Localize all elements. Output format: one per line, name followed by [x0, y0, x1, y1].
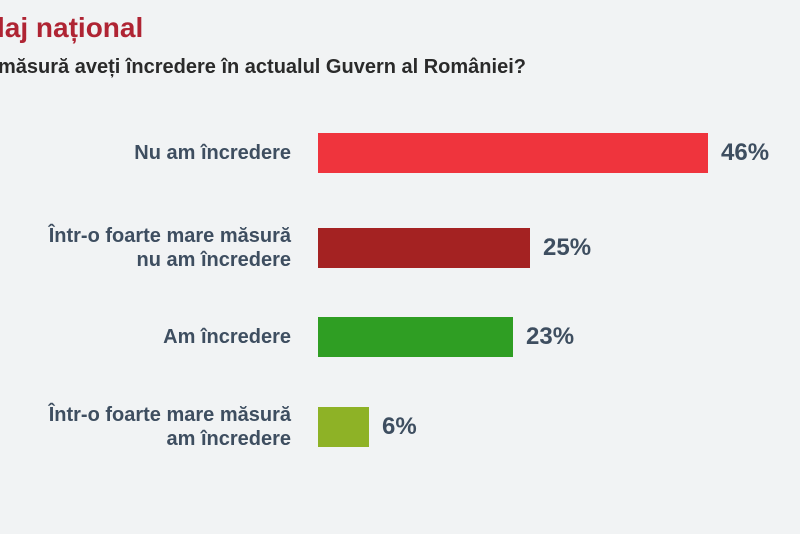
bar-row-no-trust: Nu am încredere 46% — [0, 133, 800, 173]
value-label: 6% — [382, 413, 417, 440]
value-label: 46% — [721, 139, 770, 166]
bar-row-very-much-trust: Într-o foarte mare măsură am încredere 6… — [0, 404, 800, 450]
bar-segment — [318, 407, 369, 447]
survey-question: măsură aveți încredere în actualul Guver… — [0, 56, 526, 78]
bar-row-very-much-no-trust: Într-o foarte mare măsură nu am încreder… — [0, 225, 800, 271]
bar-segment — [318, 228, 530, 268]
bar-segment — [318, 317, 513, 357]
bar-segment — [318, 133, 708, 173]
value-label: 25% — [543, 234, 592, 261]
value-label: 23% — [526, 323, 575, 350]
category-label: Într-o foarte mare măsură am încredere — [48, 404, 291, 450]
category-label: Nu am încredere — [134, 142, 291, 164]
category-label: Am încredere — [163, 326, 291, 348]
page-title: laj național — [0, 12, 144, 43]
category-label: Într-o foarte mare măsură nu am încreder… — [48, 225, 291, 271]
bar-row-trust: Am încredere 23% — [0, 317, 800, 357]
